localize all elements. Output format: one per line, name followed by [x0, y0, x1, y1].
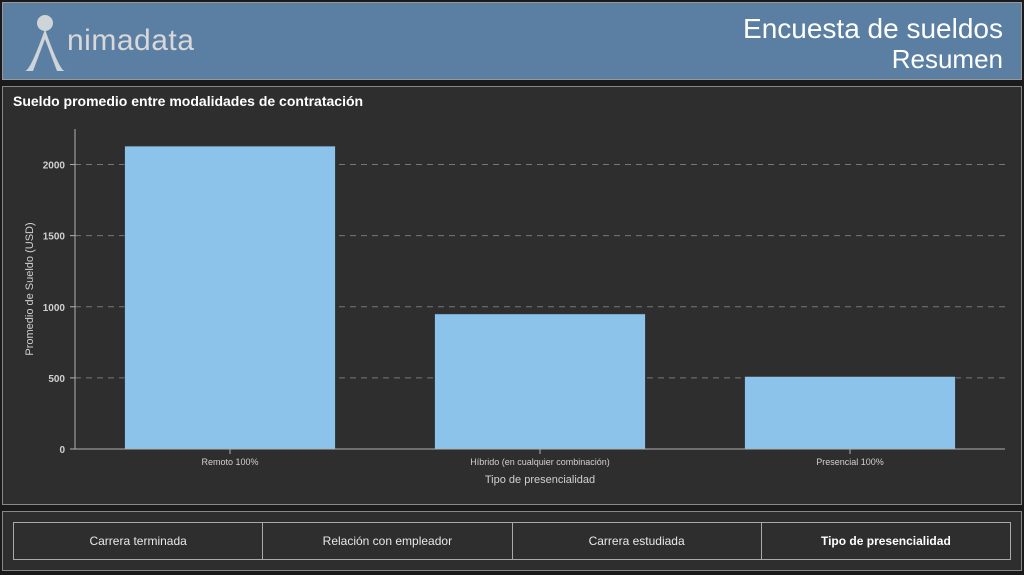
bar [125, 146, 336, 449]
svg-text:1500: 1500 [43, 232, 66, 243]
tab-label: Tipo de presencialidad [821, 534, 951, 548]
tab-1[interactable]: Relación con empleador [262, 522, 512, 560]
svg-text:2000: 2000 [43, 161, 66, 172]
person-icon [21, 11, 69, 71]
svg-text:Tipo de presencialidad: Tipo de presencialidad [485, 474, 595, 486]
svg-text:0: 0 [59, 445, 65, 456]
svg-text:Promedio de Sueldo (USD): Promedio de Sueldo (USD) [24, 222, 36, 355]
tab-3[interactable]: Tipo de presencialidad [761, 522, 1011, 560]
tab-2[interactable]: Carrera estudiada [512, 522, 762, 560]
tab-label: Relación con empleador [323, 534, 452, 548]
tab-label: Carrera terminada [89, 534, 186, 548]
tabs-bar: Carrera terminada Relación con empleador C… [2, 511, 1022, 571]
bar [435, 314, 646, 449]
header-bar: nimadata Encuesta de sueldos Resumen [2, 2, 1022, 80]
header-title-line1: Encuesta de sueldos [743, 14, 1003, 45]
chart-panel: Sueldo promedio entre modalidades de con… [2, 86, 1022, 505]
bar [745, 376, 956, 449]
brand-text: nimadata [67, 24, 194, 58]
svg-text:Presencial 100%: Presencial 100% [816, 457, 884, 467]
bar-chart: 0 500 1000 1500 2000 Remoto 100% Híbrido (en c… [13, 111, 1013, 496]
chart-title: Sueldo promedio entre modalidades de con… [13, 93, 1011, 109]
tab-label: Carrera estudiada [589, 534, 685, 548]
chart-area: 0 500 1000 1500 2000 Remoto 100% Híbrido (en c… [13, 111, 1013, 496]
app-root: nimadata Encuesta de sueldos Resumen Sue… [0, 0, 1024, 575]
svg-text:500: 500 [48, 374, 65, 385]
brand: nimadata [3, 3, 194, 79]
tab-0[interactable]: Carrera terminada [13, 522, 263, 560]
svg-text:Remoto 100%: Remoto 100% [201, 457, 258, 467]
header-title-line2: Resumen [743, 45, 1003, 74]
header-titles: Encuesta de sueldos Resumen [743, 3, 1021, 79]
svg-text:1000: 1000 [43, 303, 66, 314]
svg-text:Híbrido (en cualquier combinac: Híbrido (en cualquier combinación) [470, 457, 610, 467]
